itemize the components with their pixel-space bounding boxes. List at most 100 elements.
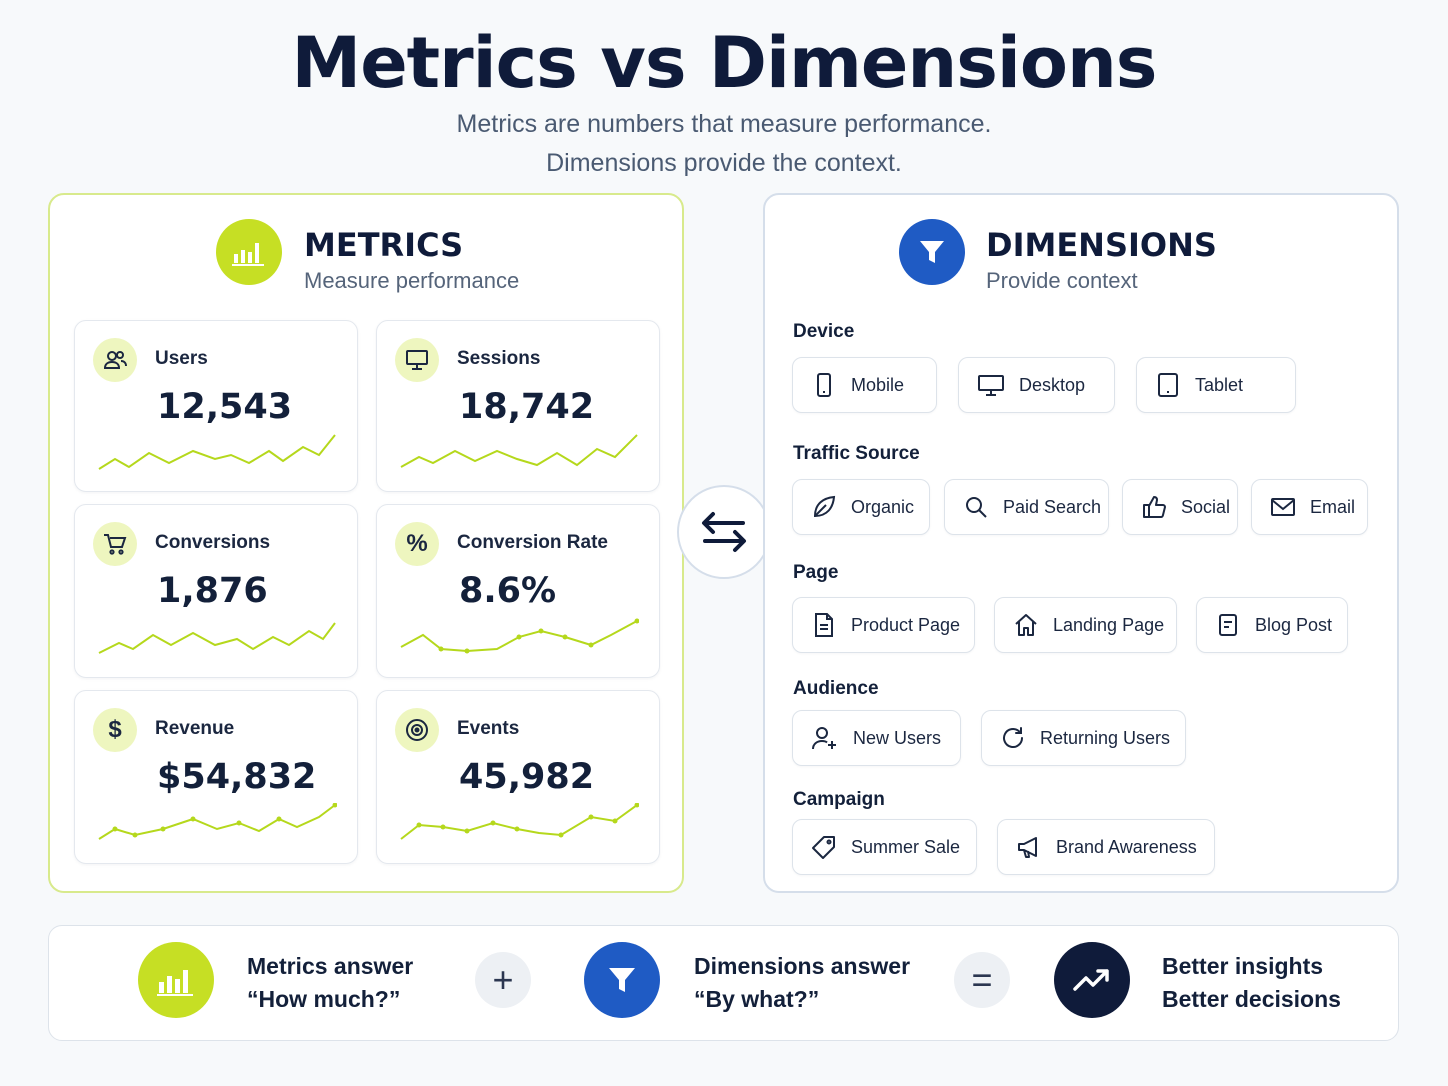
dimensions-answer-line-2: “By what?” (694, 986, 820, 1012)
metric-card-conversion-rate[interactable]: % Conversion Rate 8.6% (376, 504, 660, 678)
chip-social[interactable]: Social (1122, 479, 1238, 535)
leaf-icon (813, 495, 836, 518)
chip-label: Tablet (1195, 374, 1244, 395)
section-label-campaign: Campaign (793, 789, 885, 810)
metrics-answer-line-2: “How much?” (247, 986, 401, 1012)
sparkline (400, 803, 639, 840)
add-user-icon (812, 727, 836, 750)
post-icon (1219, 614, 1237, 636)
sparkline (400, 434, 638, 468)
filter-icon (584, 942, 660, 1018)
percent-icon: % (395, 522, 439, 566)
metrics-title: METRICS (304, 226, 464, 264)
chip-label: Blog Post (1255, 614, 1333, 635)
monitor-icon (395, 338, 439, 382)
home-icon (1015, 614, 1037, 636)
chip-label: Product Page (851, 614, 961, 635)
result-line-1: Better insights (1162, 953, 1324, 979)
chip-desktop[interactable]: Desktop (958, 357, 1115, 413)
metric-label: Users (155, 348, 208, 369)
dimensions-subtitle: Provide context (986, 268, 1138, 293)
chip-returning-users[interactable]: Returning Users (981, 710, 1186, 766)
dimensions-answer-line-1: Dimensions answer (694, 953, 911, 979)
metric-value: $54,832 (157, 757, 317, 797)
chip-label: Paid Search (1003, 496, 1102, 517)
chip-label: Organic (851, 496, 915, 517)
metric-card-conversions[interactable]: Conversions 1,876 (74, 504, 358, 678)
sparkline (98, 803, 337, 840)
dimensions-title: DIMENSIONS (986, 226, 1217, 264)
dollar-icon: $ (93, 708, 137, 752)
target-icon (395, 708, 439, 752)
page-subtitle-line-2: Dimensions provide the context. (546, 149, 902, 177)
chip-label: Mobile (851, 374, 905, 395)
swap-arrows-icon (677, 485, 771, 579)
metric-value: 12,543 (157, 387, 293, 427)
chip-organic[interactable]: Organic (792, 479, 930, 535)
chip-blog-post[interactable]: Blog Post (1196, 597, 1348, 653)
sparkline (98, 622, 336, 654)
section-label-device: Device (793, 321, 855, 342)
megaphone-icon (1018, 837, 1037, 858)
chip-label: Landing Page (1053, 614, 1165, 635)
metric-card-events[interactable]: Events 45,982 (376, 690, 660, 864)
chip-label: Brand Awareness (1056, 836, 1197, 857)
refresh-icon (1003, 727, 1023, 748)
bar-chart-icon (216, 219, 282, 285)
metrics-answer-text: Metrics answer “How much?” (247, 950, 413, 1016)
chip-label: Email (1310, 496, 1356, 517)
equals-icon: = (954, 952, 1010, 1008)
page-subtitle-line-1: Metrics are numbers that measure perform… (456, 110, 992, 138)
cart-icon (93, 522, 137, 566)
metric-card-revenue[interactable]: $ Revenue $54,832 (74, 690, 358, 864)
result-line-2: Better decisions (1162, 986, 1341, 1012)
tag-icon (812, 836, 835, 859)
chip-label: Summer Sale (851, 836, 961, 857)
metric-label: Events (457, 718, 520, 739)
chip-label: Returning Users (1040, 727, 1171, 748)
metric-label: Conversions (155, 532, 271, 553)
chip-product-page[interactable]: Product Page (792, 597, 975, 653)
section-label-page: Page (793, 562, 839, 583)
desktop-icon (978, 375, 1004, 396)
chip-label: Social (1181, 496, 1231, 517)
summary-bar (48, 925, 1399, 1041)
chip-summer-sale[interactable]: Summer Sale (792, 819, 977, 875)
sparkline (400, 618, 639, 654)
section-label-audience: Audience (793, 678, 879, 699)
filter-icon (899, 219, 965, 285)
metric-value: 8.6% (459, 571, 557, 611)
metrics-answer-line-1: Metrics answer (247, 953, 414, 979)
chip-paid-search[interactable]: Paid Search (944, 479, 1109, 535)
metric-value: 1,876 (157, 571, 268, 611)
metric-label: Sessions (457, 348, 541, 369)
chip-label: New Users (853, 727, 942, 748)
sparkline (98, 434, 336, 470)
dimensions-panel (763, 193, 1399, 893)
metric-value: 18,742 (459, 387, 595, 427)
chip-label: Desktop (1019, 374, 1086, 395)
chip-brand-awareness[interactable]: Brand Awareness (997, 819, 1215, 875)
chip-new-users[interactable]: New Users (792, 710, 961, 766)
metric-card-sessions[interactable]: Sessions 18,742 (376, 320, 660, 492)
plus-icon: + (475, 952, 531, 1008)
chip-tablet[interactable]: Tablet (1136, 357, 1296, 413)
thumbs-up-icon (1143, 496, 1166, 518)
page-title: Metrics vs Dimensions (291, 22, 1158, 104)
metric-label: Conversion Rate (457, 532, 608, 553)
dimensions-answer-text: Dimensions answer “By what?” (694, 950, 910, 1016)
chip-email[interactable]: Email (1251, 479, 1368, 535)
metric-card-users[interactable]: Users 12,543 (74, 320, 358, 492)
mail-icon (1271, 498, 1295, 516)
mobile-icon (817, 373, 831, 397)
metrics-subtitle: Measure performance (304, 268, 520, 293)
result-text: Better insights Better decisions (1162, 950, 1341, 1016)
chip-landing-page[interactable]: Landing Page (994, 597, 1177, 653)
metric-label: Revenue (155, 718, 235, 739)
trend-up-icon (1054, 942, 1130, 1018)
metric-value: 45,982 (459, 757, 595, 797)
bar-chart-icon (138, 942, 214, 1018)
section-label-traffic-source: Traffic Source (793, 443, 920, 464)
chip-mobile[interactable]: Mobile (792, 357, 937, 413)
